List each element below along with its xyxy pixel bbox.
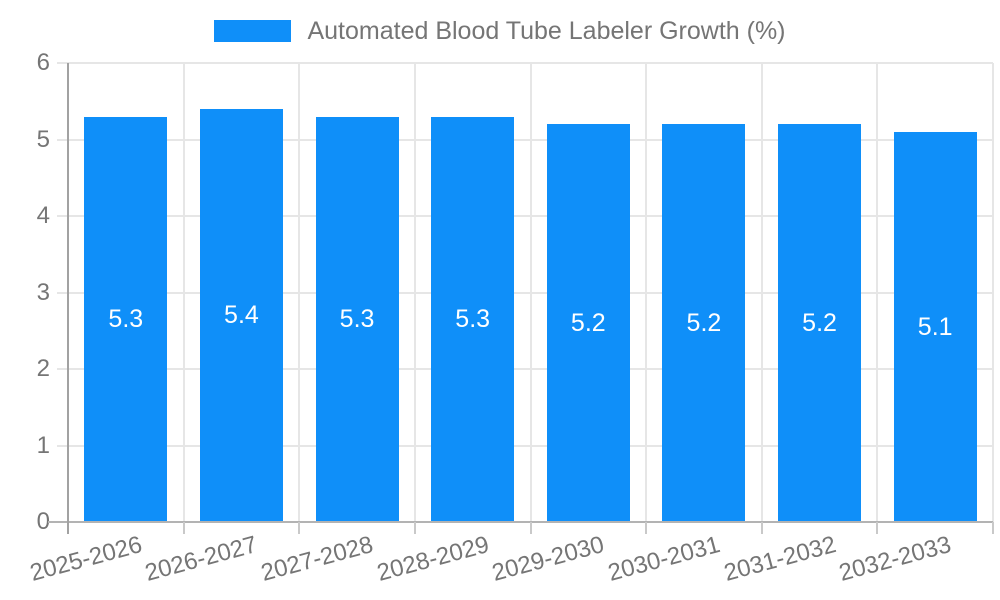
y-axis-label: 2: [36, 355, 50, 382]
x-axis-tick: [645, 522, 648, 534]
legend-swatch: [214, 20, 292, 42]
x-axis-tick: [876, 522, 879, 534]
y-gridline: [57, 215, 993, 217]
bar-2026-2027: [199, 108, 283, 522]
bar-2030-2031: [662, 124, 746, 522]
bar-value-label: 5.2: [802, 309, 837, 338]
x-gridline: [529, 63, 532, 522]
y-axis-label: 4: [36, 202, 50, 229]
x-axis-tick: [760, 522, 763, 534]
x-gridline: [298, 63, 301, 522]
x-axis-tick: [413, 522, 416, 534]
bar-2029-2030: [546, 124, 630, 522]
x-gridline: [876, 63, 879, 522]
y-axis-label: 5: [36, 125, 50, 153]
y-gridline: [57, 368, 993, 370]
y-axis-line: [67, 63, 69, 534]
y-axis-label: 6: [36, 49, 50, 76]
y-gridline: [57, 291, 993, 294]
bar-value-label: 5.3: [108, 305, 144, 334]
x-axis-tick: [298, 522, 301, 534]
bar-value-label: 5.1: [917, 312, 953, 341]
x-axis-line: [48, 521, 993, 523]
x-gridline: [760, 63, 763, 522]
x-gridline: [992, 63, 994, 522]
bar-2028-2029: [431, 116, 515, 522]
y-axis-label: 3: [36, 278, 50, 306]
bar-value-label: 5.2: [686, 309, 722, 338]
bar-value-label: 5.3: [339, 305, 375, 334]
bar-2032-2033: [893, 131, 977, 522]
x-axis-tick: [529, 522, 532, 534]
bar-2025-2026: [84, 116, 168, 522]
y-gridline: [57, 444, 993, 447]
y-gridline: [57, 62, 993, 64]
y-gridline: [57, 138, 993, 141]
x-gridline: [182, 63, 185, 522]
x-gridline: [645, 63, 648, 522]
legend-label: Automated Blood Tube Labeler Growth (%): [307, 16, 786, 45]
bar-value-label: 5.3: [455, 305, 491, 334]
x-axis-tick: [182, 522, 185, 534]
legend: Automated Blood Tube Labeler Growth (%): [0, 16, 1000, 46]
bar-value-label: 5.2: [570, 309, 606, 338]
x-axis-tick: [992, 522, 994, 534]
y-axis-label: 1: [36, 431, 50, 459]
y-axis-label: 0: [36, 508, 50, 535]
bar-2031-2032: [778, 124, 862, 522]
bar-2027-2028: [315, 116, 399, 522]
x-gridline: [413, 63, 416, 522]
bar-value-label: 5.4: [224, 301, 259, 330]
